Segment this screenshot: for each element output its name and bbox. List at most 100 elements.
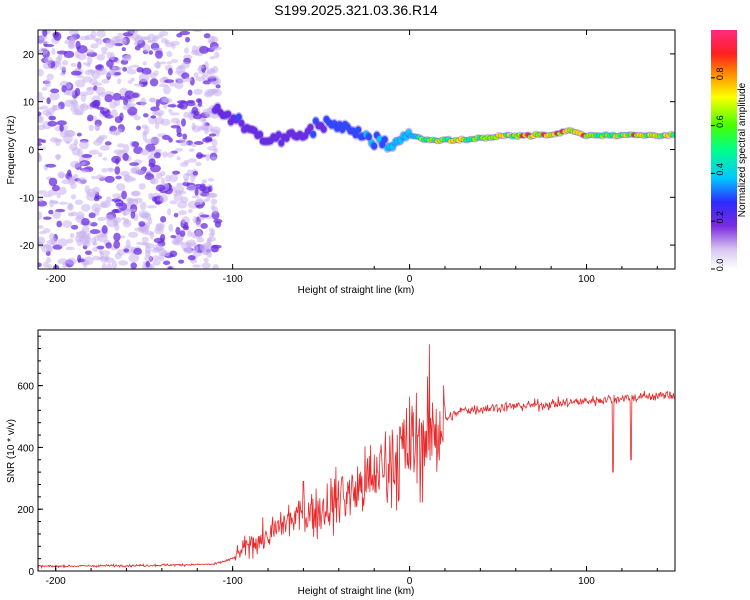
- noise-blob: [147, 40, 157, 44]
- noise-blob: [92, 115, 97, 121]
- noise-blob: [101, 168, 108, 173]
- noise-blob: [150, 136, 161, 145]
- noise-blob: [81, 225, 90, 234]
- noise-blob: [44, 43, 55, 48]
- noise-blob: [172, 170, 181, 175]
- noise-blob: [153, 243, 164, 251]
- noise-blob: [51, 185, 60, 192]
- noise-blob: [181, 61, 190, 69]
- noise-blob: [105, 39, 116, 48]
- noise-blob: [148, 192, 153, 200]
- noise-blob: [80, 93, 87, 103]
- noise-blob: [57, 258, 69, 265]
- noise-blob: [199, 185, 207, 192]
- noise-blob: [156, 222, 165, 229]
- colorbar-tick-label: 0.2: [715, 211, 725, 224]
- ridge-core: [339, 126, 346, 134]
- noise-blob: [77, 61, 82, 70]
- noise-blob: [92, 255, 101, 261]
- noise-blob: [76, 75, 84, 79]
- noise-blob: [162, 260, 171, 266]
- noise-blob: [71, 98, 78, 108]
- noise-blob: [113, 232, 121, 242]
- noise-blob: [84, 250, 92, 256]
- colorbar-tick-label: 0.8: [715, 68, 725, 81]
- noise-blob: [122, 152, 129, 161]
- noise-blob: [68, 176, 77, 180]
- noise-blob: [210, 198, 218, 205]
- noise-blob: [42, 216, 52, 220]
- noise-blob: [148, 50, 153, 55]
- noise-blob: [72, 110, 84, 116]
- noise-blob: [134, 35, 144, 45]
- noise-blob: [207, 192, 218, 199]
- noise-blob: [80, 168, 90, 173]
- snr-y-tick-label: 0: [28, 567, 34, 578]
- noise-blob: [152, 260, 161, 266]
- noise-blob: [92, 186, 101, 194]
- noise-blob: [165, 175, 171, 183]
- noise-blob: [38, 225, 44, 229]
- noise-blob: [64, 39, 70, 45]
- noise-blob: [38, 142, 42, 147]
- noise-blob: [155, 184, 166, 192]
- noise-blob: [207, 145, 217, 151]
- spectrogram-y-tick-label: 20: [23, 50, 35, 61]
- noise-blob: [107, 168, 115, 173]
- noise-blob: [42, 40, 50, 45]
- noise-blob: [128, 253, 140, 263]
- noise-blob: [59, 65, 67, 71]
- noise-blob: [124, 175, 134, 183]
- noise-blob: [184, 47, 189, 54]
- noise-blob: [187, 230, 192, 238]
- noise-blob: [212, 264, 219, 269]
- noise-blob: [160, 215, 167, 223]
- noise-blob: [89, 229, 101, 235]
- noise-blob: [159, 233, 166, 242]
- noise-blob: [88, 212, 96, 219]
- noise-blob: [67, 40, 75, 49]
- chart-title: S199.2025.321.03.36.R14: [274, 2, 438, 18]
- noise-blob: [153, 61, 162, 69]
- noise-blob: [38, 196, 43, 203]
- noise-blob: [130, 77, 135, 82]
- noise-blob: [129, 162, 140, 167]
- noise-blob: [122, 67, 128, 72]
- noise-blob: [45, 257, 52, 264]
- noise-blob: [38, 47, 48, 56]
- noise-blob: [176, 33, 183, 38]
- noise-blob: [116, 183, 126, 191]
- signal-ridge: [210, 102, 675, 153]
- noise-blob: [200, 223, 208, 229]
- noise-blob: [122, 104, 131, 111]
- noise-blob: [104, 257, 115, 263]
- noise-blob: [126, 208, 138, 213]
- noise-blob: [181, 118, 186, 127]
- noise-blob: [169, 112, 181, 116]
- noise-blob: [70, 194, 77, 200]
- noise-blob: [195, 161, 202, 167]
- noise-blob: [38, 138, 44, 143]
- noise-blob: [176, 120, 181, 126]
- snr-x-tick-label: 100: [578, 576, 595, 587]
- noise-blob: [74, 235, 83, 243]
- noise-blob: [76, 132, 82, 137]
- noise-blob: [196, 237, 205, 243]
- noise-blob: [93, 197, 100, 202]
- noise-blob: [61, 85, 67, 93]
- noise-blob: [169, 250, 178, 258]
- snr-y-tick-label: 600: [17, 382, 34, 393]
- noise-blob: [114, 43, 124, 47]
- noise-blob: [210, 156, 218, 161]
- noise-blob: [86, 87, 95, 91]
- noise-blob: [74, 87, 81, 97]
- noise-blob: [163, 85, 171, 95]
- noise-blob: [62, 220, 73, 228]
- noise-blob: [56, 138, 63, 143]
- noise-blob: [183, 173, 190, 181]
- noise-blob: [143, 113, 149, 118]
- noise-blob: [117, 78, 122, 85]
- noise-blob: [167, 208, 172, 216]
- snr-panel: -200 -100 0 100 0 200 400 600 Height of straig…: [6, 329, 676, 597]
- noise-blob: [206, 251, 213, 258]
